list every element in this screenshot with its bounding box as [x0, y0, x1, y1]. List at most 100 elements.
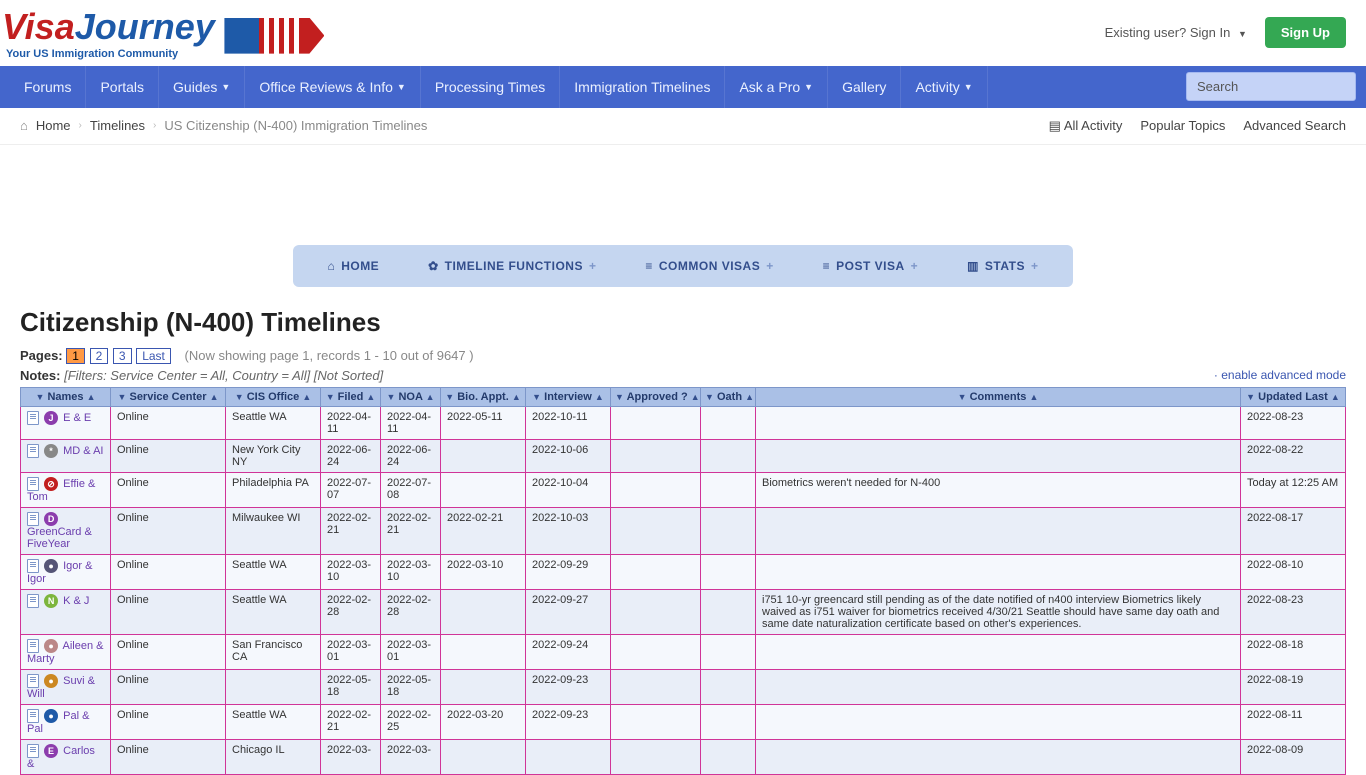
- col-interview[interactable]: ▼ Interview ▲: [526, 387, 611, 406]
- cell-int: 2022-09-23: [526, 669, 611, 704]
- plus-icon: +: [911, 259, 919, 273]
- cell-sc: Online: [111, 439, 226, 472]
- cell-noa: 2022-02-21: [381, 507, 441, 554]
- crumb-home[interactable]: Home: [36, 118, 71, 133]
- col-filed[interactable]: ▼ Filed ▲: [321, 387, 381, 406]
- avatar-icon: ●: [44, 559, 58, 573]
- cell-upd: Today at 12:25 AM: [1241, 472, 1346, 507]
- logo[interactable]: VisaJourney Your US Immigration Communit…: [2, 6, 324, 60]
- col-comments[interactable]: ▼ Comments ▲: [756, 387, 1241, 406]
- col-noa[interactable]: ▼ NOA ▲: [381, 387, 441, 406]
- user-link[interactable]: K & J: [63, 594, 89, 606]
- col-bio-appt-[interactable]: ▼ Bio. Appt. ▲: [441, 387, 526, 406]
- search-input[interactable]: [1186, 72, 1356, 101]
- cell-oath: [701, 589, 756, 634]
- cell-filed: 2022-06-24: [321, 439, 381, 472]
- timeline-toolbar: ⌂ HOME ✿ TIMELINE FUNCTIONS + ≡ COMMON V…: [293, 245, 1073, 287]
- nav-immigration-timelines[interactable]: Immigration Timelines: [560, 66, 725, 108]
- toolbar-functions[interactable]: ✿ TIMELINE FUNCTIONS +: [428, 259, 596, 273]
- cell-upd: 2022-08-09: [1241, 739, 1346, 774]
- table-row: ● Suvi & WillOnline2022-05-182022-05-182…: [21, 669, 1346, 704]
- nav-gallery[interactable]: Gallery: [828, 66, 901, 108]
- sign-up-button[interactable]: Sign Up: [1265, 17, 1346, 48]
- nav-office-reviews-info[interactable]: Office Reviews & Info▼: [245, 66, 421, 108]
- document-icon[interactable]: [27, 709, 39, 723]
- cell-com: [756, 554, 1241, 589]
- pages-label: Pages:: [20, 348, 63, 363]
- enable-advanced-link[interactable]: · enable advanced mode: [1214, 368, 1346, 383]
- document-icon[interactable]: [27, 559, 39, 573]
- nav-processing-times[interactable]: Processing Times: [421, 66, 560, 108]
- nav-portals[interactable]: Portals: [86, 66, 159, 108]
- document-icon[interactable]: [27, 639, 39, 653]
- cell-noa: 2022-03-10: [381, 554, 441, 589]
- cell-filed: 2022-07-07: [321, 472, 381, 507]
- document-icon[interactable]: [27, 744, 39, 758]
- toolbar-common-visas[interactable]: ≡ COMMON VISAS +: [645, 259, 773, 273]
- page-1[interactable]: 1: [66, 348, 85, 364]
- cell-oath: [701, 739, 756, 774]
- avatar-icon: N: [44, 594, 58, 608]
- page-2[interactable]: 2: [90, 348, 109, 364]
- cell-app: [611, 669, 701, 704]
- avatar-icon: J: [44, 411, 58, 425]
- cell-oath: [701, 669, 756, 704]
- nav-forums[interactable]: Forums: [10, 66, 86, 108]
- document-icon[interactable]: [27, 444, 39, 458]
- main-nav: ForumsPortalsGuides▼Office Reviews & Inf…: [0, 66, 1366, 108]
- col-approved-[interactable]: ▼ Approved ? ▲: [611, 387, 701, 406]
- table-row: ● Igor & IgorOnlineSeattle WA2022-03-102…: [21, 554, 1346, 589]
- user-link[interactable]: GreenCard & FiveYear: [27, 526, 92, 550]
- page-last[interactable]: Last: [136, 348, 171, 364]
- cell-sc: Online: [111, 739, 226, 774]
- document-icon[interactable]: [27, 477, 39, 491]
- col-cis-office[interactable]: ▼ CIS Office ▲: [226, 387, 321, 406]
- document-icon[interactable]: [27, 411, 39, 425]
- toolbar-home[interactable]: ⌂ HOME: [327, 259, 379, 273]
- table-row: ⊘ Effie & TomOnlinePhiladelphia PA2022-0…: [21, 472, 1346, 507]
- name-cell: ⊘ Effie & Tom: [21, 472, 111, 507]
- all-activity-link[interactable]: ▤ All Activity: [1049, 118, 1123, 134]
- nav-activity[interactable]: Activity▼: [901, 66, 987, 108]
- cell-sc: Online: [111, 472, 226, 507]
- document-icon[interactable]: [27, 674, 39, 688]
- crumb-current: US Citizenship (N-400) Immigration Timel…: [164, 118, 427, 133]
- cell-cis: Philadelphia PA: [226, 472, 321, 507]
- nav-ask-a-pro[interactable]: Ask a Pro▼: [725, 66, 828, 108]
- col-oath[interactable]: ▼ Oath ▲: [701, 387, 756, 406]
- user-link[interactable]: E & E: [63, 411, 91, 423]
- cell-app: [611, 507, 701, 554]
- avatar-icon: E: [44, 744, 58, 758]
- cell-app: [611, 589, 701, 634]
- cell-com: [756, 439, 1241, 472]
- cell-upd: 2022-08-19: [1241, 669, 1346, 704]
- notes-filters: [Filters: Service Center = All, Country …: [64, 368, 383, 383]
- cell-filed: 2022-02-21: [321, 507, 381, 554]
- user-link[interactable]: MD & AI: [63, 444, 103, 456]
- col-names[interactable]: ▼ Names ▲: [21, 387, 111, 406]
- document-icon[interactable]: [27, 594, 39, 608]
- col-service-center[interactable]: ▼ Service Center ▲: [111, 387, 226, 406]
- popular-topics-link[interactable]: Popular Topics: [1140, 118, 1225, 133]
- advanced-search-link[interactable]: Advanced Search: [1243, 118, 1346, 133]
- cell-int: 2022-09-23: [526, 704, 611, 739]
- toolbar-stats[interactable]: ▥ STATS +: [967, 259, 1038, 273]
- cell-bio: [441, 739, 526, 774]
- cell-sc: Online: [111, 406, 226, 439]
- cell-cis: [226, 669, 321, 704]
- cell-sc: Online: [111, 554, 226, 589]
- cell-int: 2022-09-29: [526, 554, 611, 589]
- crumb-timelines[interactable]: Timelines: [90, 118, 145, 133]
- cell-upd: 2022-08-22: [1241, 439, 1346, 472]
- toolbar-post-visa[interactable]: ≡ POST VISA +: [823, 259, 919, 273]
- cell-bio: [441, 634, 526, 669]
- document-icon[interactable]: [27, 512, 39, 526]
- nav-guides[interactable]: Guides▼: [159, 66, 245, 108]
- cell-app: [611, 406, 701, 439]
- home-icon: ⌂: [327, 259, 335, 273]
- page-3[interactable]: 3: [113, 348, 132, 364]
- sign-in-link[interactable]: Existing user? Sign In ▼: [1105, 25, 1247, 40]
- col-updated-last[interactable]: ▼ Updated Last ▲: [1241, 387, 1346, 406]
- name-cell: ● Suvi & Will: [21, 669, 111, 704]
- cell-bio: [441, 439, 526, 472]
